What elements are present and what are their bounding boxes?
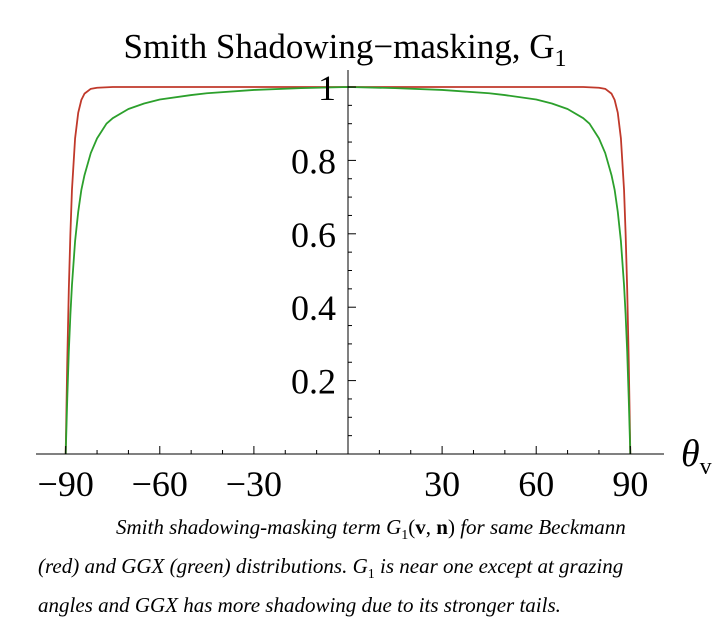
- x-tick-label: 30: [424, 464, 460, 504]
- y-tick-label: 0.2: [291, 362, 336, 402]
- y-tick-label: 1: [318, 68, 336, 108]
- caption-arg-n: n: [436, 515, 448, 539]
- x-tick-label: −30: [226, 464, 282, 504]
- caption-g2: G: [352, 554, 368, 579]
- x-tick-label: −90: [38, 464, 94, 504]
- caption-args-open: (: [408, 515, 416, 539]
- y-tick-label: 0.6: [291, 215, 336, 255]
- caption-g-sub: 1: [401, 528, 409, 544]
- caption-suffix: is near one except at grazing angles and…: [38, 554, 624, 618]
- x-axis-label-text: θ: [681, 433, 700, 475]
- caption-arg-v: v: [415, 515, 426, 539]
- caption-g2-sub: 1: [367, 567, 375, 583]
- caption-mid: for same Beckmann (red) and GGX (green) …: [38, 515, 626, 579]
- chart-title-subscript: 1: [555, 46, 567, 72]
- figure-caption: Smith shadowing-masking term G1(v, n) fo…: [38, 512, 658, 621]
- caption-args-close: ): [447, 515, 455, 539]
- y-tick-label: 0.4: [291, 288, 336, 328]
- axes: −90 −60 −30 30 60 90 0.2 0.4 0.6 0.8 1: [36, 68, 664, 504]
- y-tick-label: 0.8: [291, 141, 336, 181]
- caption-g: G: [386, 515, 402, 539]
- chart-title-text: Smith Shadowing−masking, G: [123, 27, 554, 66]
- caption-args-comma: ,: [425, 515, 437, 539]
- caption-prefix: Smith shadowing-masking term: [116, 515, 387, 539]
- x-tick-label: 60: [518, 464, 554, 504]
- x-tick-label: 90: [612, 464, 648, 504]
- x-tick-label: −60: [132, 464, 188, 504]
- x-axis-label-subscript: v: [700, 454, 712, 480]
- chart-title: Smith Shadowing−masking, G1: [123, 27, 566, 72]
- x-axis-label: θv: [681, 433, 712, 480]
